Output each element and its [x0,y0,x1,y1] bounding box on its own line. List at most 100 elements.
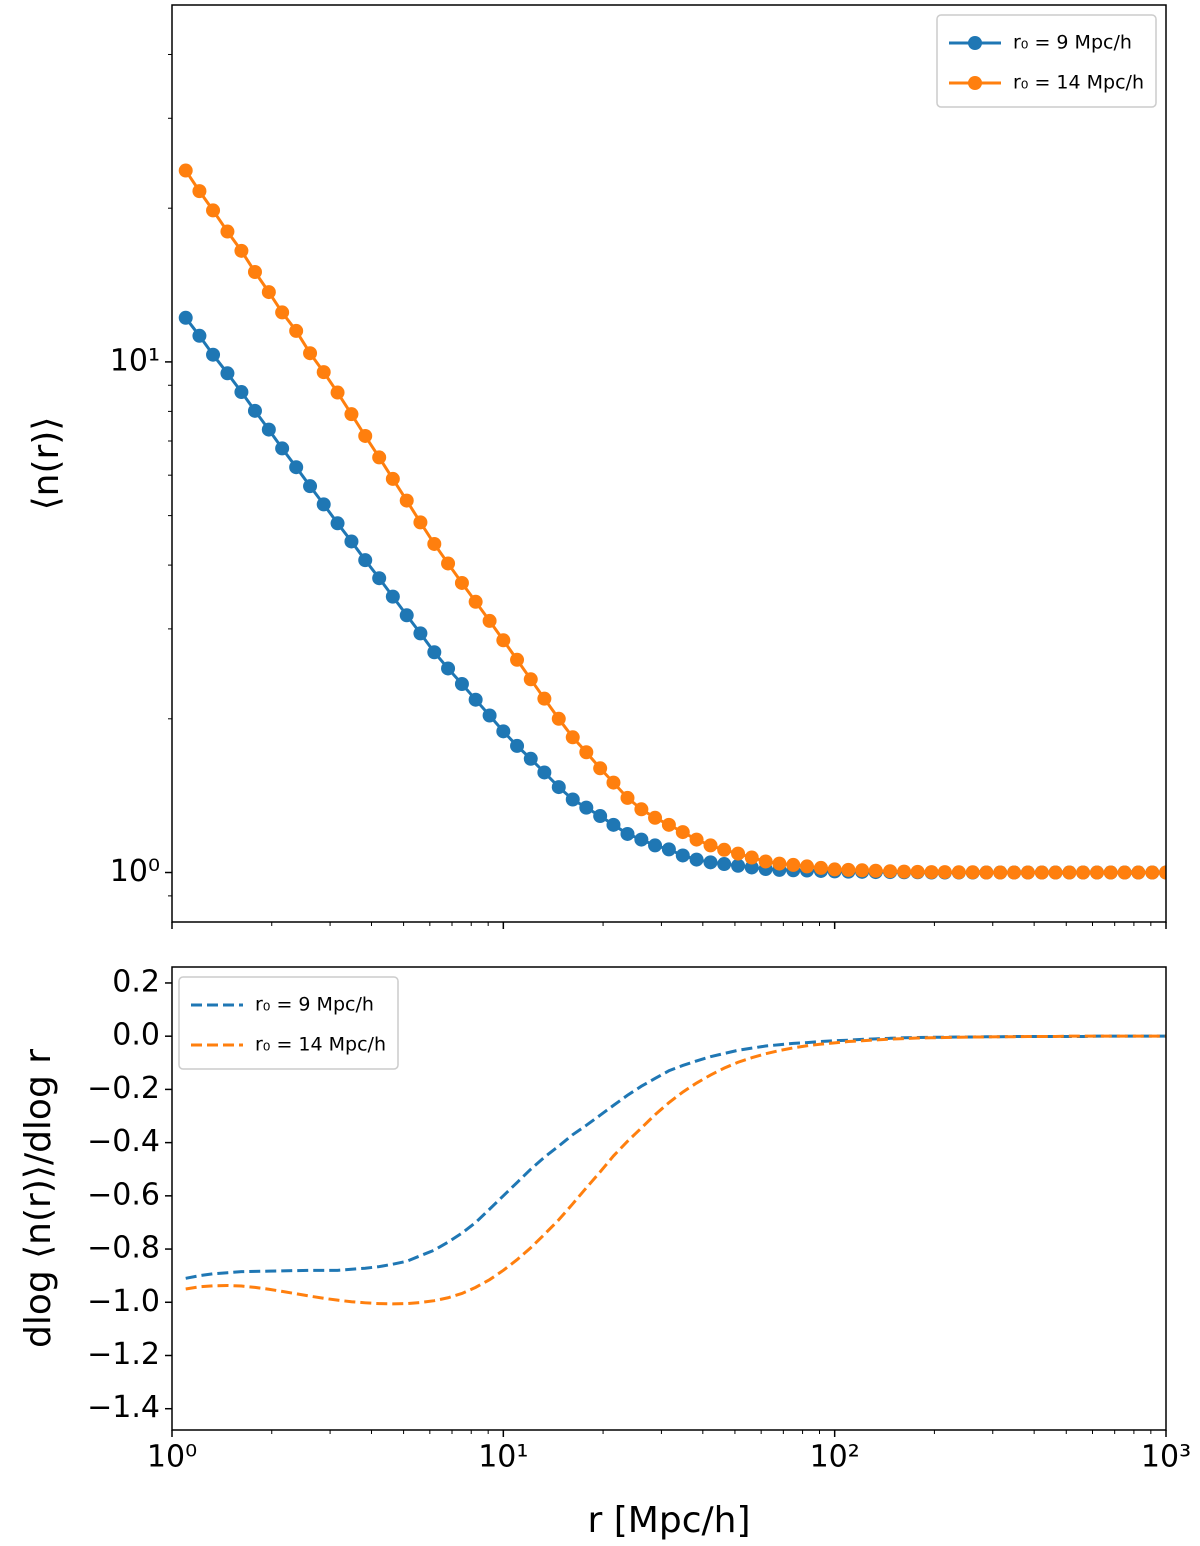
marker [772,856,787,871]
marker [358,428,373,443]
legend-label: r₀ = 14 Mpc/h [1013,72,1144,94]
marker [178,163,193,178]
marker [799,859,814,874]
x-tick-label: 10¹ [478,1440,528,1475]
marker [758,854,773,869]
marker [482,613,497,628]
marker [1159,865,1166,880]
marker [468,692,483,707]
marker [661,842,676,857]
marker [1076,865,1091,880]
legend: r₀ = 9 Mpc/h r₀ = 14 Mpc/h [178,976,399,1070]
y-tick-label: −1.2 [87,1337,160,1372]
marker [565,792,580,807]
x-axis-label: r [Mpc/h] [588,1500,751,1541]
marker [827,862,842,877]
y-tick-label: 0.0 [112,1018,160,1053]
marker [1103,865,1118,880]
marker [675,848,690,863]
marker [620,790,635,805]
y-tick-label: 10¹ [110,343,160,378]
marker [689,832,704,847]
marker [1131,865,1146,880]
marker [744,860,759,875]
marker [1062,865,1077,880]
marker [523,672,538,687]
marker [910,864,925,879]
marker [551,711,566,726]
y-tick-label: −0.6 [87,1177,160,1212]
plot-area [178,163,1166,880]
legend-marker [968,76,982,90]
marker [993,865,1008,880]
marker [510,738,525,753]
marker [192,184,207,199]
y-tick-label: 0.2 [112,964,160,999]
y-tick-label: 10⁰ [110,854,160,889]
marker [399,608,414,623]
marker [399,493,414,508]
marker [358,553,373,568]
marker [344,407,359,422]
marker [951,865,966,880]
marker [330,516,345,531]
marker [330,385,345,400]
marker [717,857,732,872]
marker [551,780,566,795]
marker [689,852,704,867]
marker [1020,865,1035,880]
marker [303,346,318,361]
series-line [184,316,1166,875]
marker [717,842,732,857]
marker [731,846,746,861]
x-tick-label: 10² [810,1440,860,1475]
marker [427,536,442,551]
marker [247,264,262,279]
marker [661,817,676,832]
marker [1089,865,1104,880]
marker [979,865,994,880]
marker [441,556,456,571]
y-axis-label: ⟨n(r)⟩ [26,417,67,511]
series-line [185,1034,1166,1280]
marker [496,724,511,739]
marker [648,838,663,853]
marker [496,633,511,648]
plot-area [185,1034,1166,1306]
axes-frame [171,966,1167,1431]
marker [289,323,304,338]
marker [606,775,621,790]
marker [316,365,331,380]
marker [220,224,235,239]
marker [261,422,276,437]
marker [565,730,580,745]
marker [634,802,649,817]
x-tick-label: 10⁰ [147,1440,197,1475]
marker [675,825,690,840]
marker [247,403,262,418]
marker [413,515,428,530]
marker [192,328,207,343]
y-tick-label: −0.8 [87,1231,160,1266]
marker [344,534,359,549]
marker [868,863,883,878]
marker [482,708,497,723]
marker [385,589,400,604]
y-tick-label: −1.0 [87,1284,160,1319]
marker [1117,865,1132,880]
marker [965,865,980,880]
marker [1034,865,1049,880]
marker [703,855,718,870]
marker [937,865,952,880]
marker [813,860,828,875]
marker [234,243,249,258]
marker [468,594,483,609]
marker [275,305,290,320]
legend: r₀ = 9 Mpc/h r₀ = 14 Mpc/h [936,14,1157,108]
marker [289,460,304,475]
marker [537,765,552,780]
marker [703,838,718,853]
marker [454,575,469,590]
marker [316,497,331,512]
